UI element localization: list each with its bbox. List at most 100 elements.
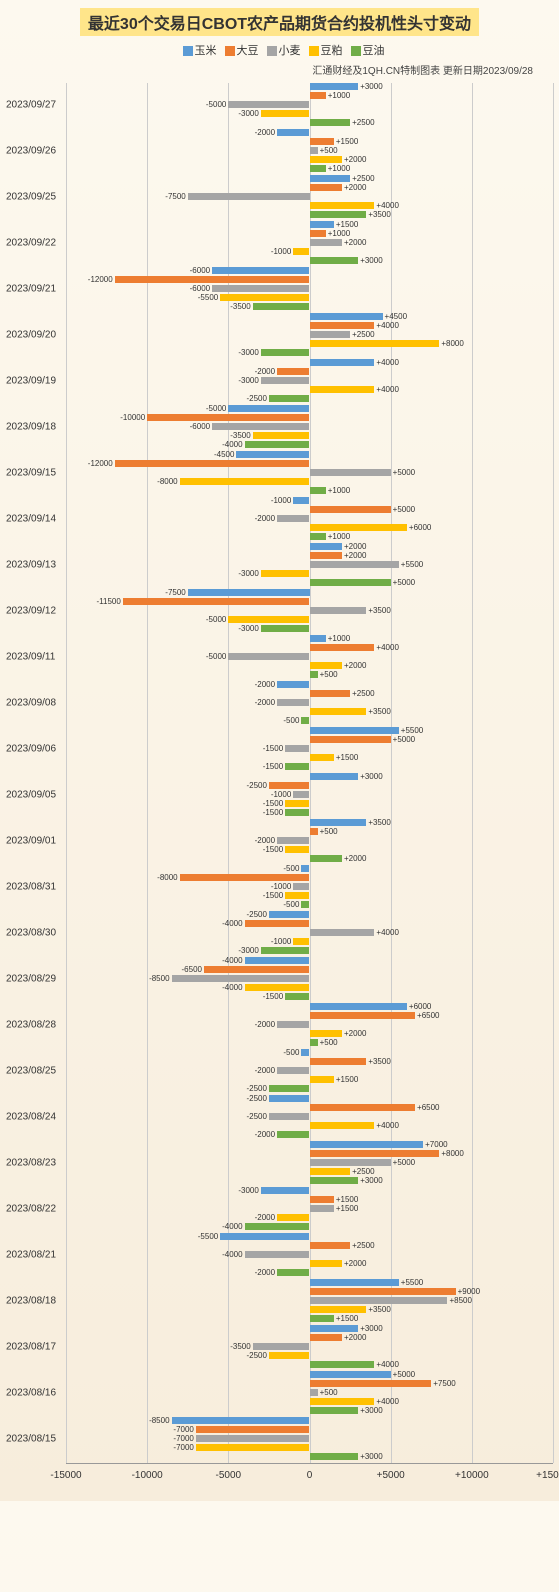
bar-row: -12000 bbox=[66, 276, 553, 284]
bar-row: +7000 bbox=[66, 1141, 553, 1149]
bar bbox=[310, 533, 326, 540]
date-group: 2023/09/20+4500+4000+2500+8000-3000 bbox=[6, 313, 553, 357]
bar-row: +8500 bbox=[66, 1297, 553, 1305]
bar-row: -1500 bbox=[66, 745, 553, 753]
bar-row: -1500 bbox=[66, 892, 553, 900]
date-group: 2023/08/16+5000+7500+500+4000+3000 bbox=[6, 1371, 553, 1415]
bar bbox=[196, 1435, 310, 1442]
bar-row: -6000 bbox=[66, 267, 553, 275]
bar bbox=[310, 1030, 342, 1037]
value-label: -2500 bbox=[246, 910, 266, 919]
value-label: -3000 bbox=[238, 376, 258, 385]
bar-row: +4000 bbox=[66, 359, 553, 367]
value-label: +8000 bbox=[441, 1149, 463, 1158]
bar-row: +5000 bbox=[66, 736, 553, 744]
value-label: -1000 bbox=[271, 247, 291, 256]
bar bbox=[310, 1288, 456, 1295]
bar bbox=[310, 579, 391, 586]
bar-row: +500 bbox=[66, 828, 553, 836]
bar-row: +500 bbox=[66, 1389, 553, 1397]
bar-row: +1000 bbox=[66, 165, 553, 173]
bar-row: +3000 bbox=[66, 257, 553, 265]
value-label: -2500 bbox=[246, 394, 266, 403]
value-label: -4000 bbox=[222, 1222, 242, 1231]
bar bbox=[301, 1049, 309, 1056]
value-label: +2000 bbox=[344, 551, 366, 560]
value-label: -1000 bbox=[271, 937, 291, 946]
value-label: -5500 bbox=[198, 293, 218, 302]
date-label: 2023/09/21 bbox=[6, 284, 66, 295]
bar-row: -500 bbox=[66, 865, 553, 873]
value-label: +1000 bbox=[328, 164, 350, 173]
bars: -5500+2500-4000+2000-2000 bbox=[66, 1233, 553, 1277]
bar bbox=[277, 515, 309, 522]
bars: -8500-7000-7000-7000+3000 bbox=[66, 1417, 553, 1461]
bar bbox=[253, 432, 310, 439]
value-label: -4000 bbox=[222, 1250, 242, 1259]
bars: +2000+2000+5500-3000+5000 bbox=[66, 543, 553, 587]
bar-row: +2000 bbox=[66, 855, 553, 863]
date-group: 2023/09/08-2000+2500-2000+3500-500 bbox=[6, 681, 553, 725]
value-label: -1500 bbox=[263, 762, 283, 771]
value-label: +3000 bbox=[360, 1176, 382, 1185]
bar bbox=[228, 405, 309, 412]
value-label: -5500 bbox=[198, 1232, 218, 1241]
bar-row: +5000 bbox=[66, 1371, 553, 1379]
bar bbox=[310, 1205, 334, 1212]
bar bbox=[310, 671, 318, 678]
value-label: -2500 bbox=[246, 1084, 266, 1093]
bar bbox=[261, 570, 310, 577]
bar-row: -2000 bbox=[66, 1269, 553, 1277]
value-label: -500 bbox=[283, 864, 299, 873]
bars: -6000-12000-6000-5500-3500 bbox=[66, 267, 553, 311]
bar-row: -5000 bbox=[66, 653, 553, 661]
bar bbox=[310, 147, 318, 154]
value-label: -4000 bbox=[222, 919, 242, 928]
value-label: -3000 bbox=[238, 946, 258, 955]
bar-row: -500 bbox=[66, 901, 553, 909]
bar-row: -5000 bbox=[66, 405, 553, 413]
value-label: -8000 bbox=[157, 873, 177, 882]
value-label: +4000 bbox=[376, 201, 398, 210]
bar-row: -1000 bbox=[66, 497, 553, 505]
bar-row: -3000 bbox=[66, 110, 553, 118]
value-label: +6500 bbox=[417, 1011, 439, 1020]
value-label: +500 bbox=[320, 1038, 338, 1047]
value-label: +4000 bbox=[376, 385, 398, 394]
bar bbox=[245, 920, 310, 927]
bar-row: +3000 bbox=[66, 1177, 553, 1185]
bar-row: +1500 bbox=[66, 754, 553, 762]
bar bbox=[310, 1122, 375, 1129]
date-group: 2023/08/23+7000+8000+5000+2500+3000 bbox=[6, 1141, 553, 1185]
date-label: 2023/09/12 bbox=[6, 606, 66, 617]
bars: -500-8000-1000-1500-500 bbox=[66, 865, 553, 909]
bar-row: +3000 bbox=[66, 83, 553, 91]
value-label: -3500 bbox=[230, 431, 250, 440]
legend-swatch bbox=[351, 46, 361, 56]
bar bbox=[310, 359, 375, 366]
value-label: +1500 bbox=[336, 1195, 358, 1204]
date-group: 2023/09/11+1000+4000-5000+2000+500 bbox=[6, 635, 553, 679]
value-label: -1000 bbox=[271, 882, 291, 891]
bar bbox=[310, 1279, 399, 1286]
value-label: +5500 bbox=[401, 1278, 423, 1287]
date-label: 2023/08/21 bbox=[6, 1250, 66, 1261]
value-label: +1500 bbox=[336, 1314, 358, 1323]
bar-row: +4000 bbox=[66, 1122, 553, 1130]
value-label: +3000 bbox=[360, 82, 382, 91]
bar-row: -2500 bbox=[66, 395, 553, 403]
value-label: +3500 bbox=[368, 606, 390, 615]
value-label: +2500 bbox=[352, 174, 374, 183]
bar bbox=[310, 221, 334, 228]
bar bbox=[310, 524, 407, 531]
bar-row: -1000 bbox=[66, 938, 553, 946]
bar-row: +1500 bbox=[66, 1196, 553, 1204]
bar bbox=[293, 497, 309, 504]
bar-row: -1500 bbox=[66, 993, 553, 1001]
value-label: +2500 bbox=[352, 689, 374, 698]
bar bbox=[245, 1223, 310, 1230]
date-label: 2023/09/22 bbox=[6, 238, 66, 249]
date-label: 2023/09/27 bbox=[6, 100, 66, 111]
bar-row: +2500 bbox=[66, 119, 553, 127]
date-group: 2023/08/29-4000-6500-8500-4000-1500 bbox=[6, 957, 553, 1001]
